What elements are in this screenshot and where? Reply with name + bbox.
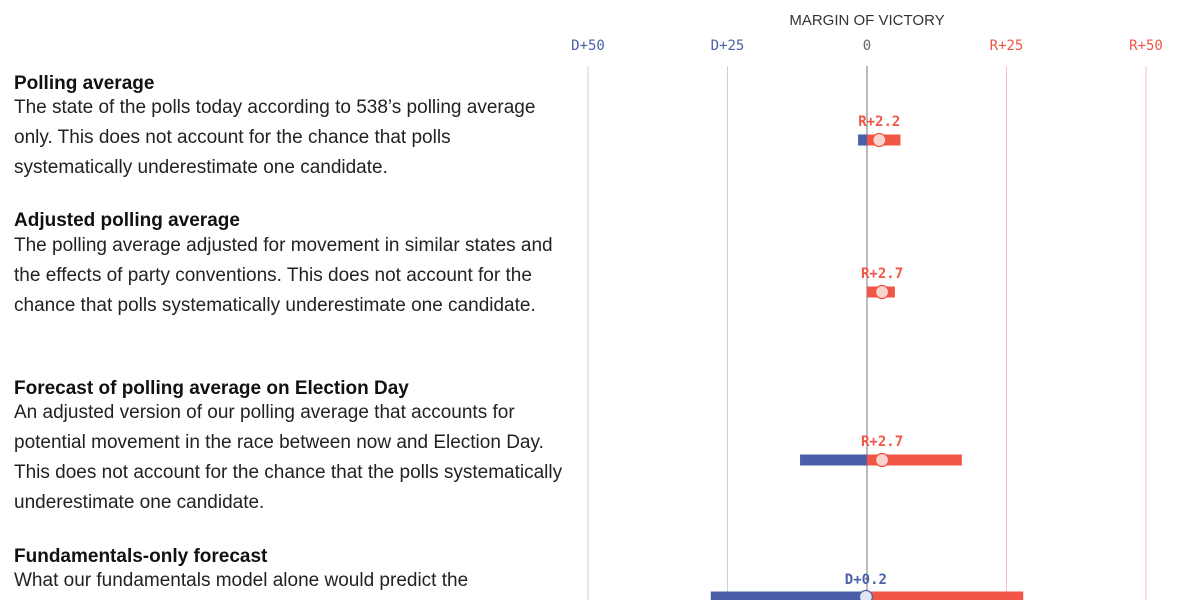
tick-label-d-25: D+25 <box>711 38 745 54</box>
row-desc-adjusted-polling-average: The polling average adjusted for movemen… <box>14 235 553 316</box>
range-bar-dem-4 <box>710 591 867 600</box>
chart-title: MARGIN OF VICTORY <box>789 12 944 29</box>
row-title-polling-average: Polling average <box>14 73 155 94</box>
row-desc-fundamentals-forecast: What our fundamentals model alone would … <box>14 570 469 591</box>
row-title-adjusted-polling-average: Adjusted polling average <box>14 210 240 231</box>
estimate-label-4: D+0.2 <box>845 572 887 588</box>
estimate-label-1: R+2.2 <box>858 114 900 130</box>
row-desc-polling-average: The state of the polls today according t… <box>14 97 536 178</box>
row-title-election-day-forecast: Forecast of polling average on Election … <box>14 378 409 399</box>
estimate-label-2: R+2.7 <box>861 266 903 282</box>
tick-label-r-50: R+50 <box>1129 38 1163 54</box>
range-bar-rep-4 <box>867 591 1024 600</box>
estimate-dot-2 <box>874 284 890 300</box>
row-desc-election-day-forecast: An adjusted version of our polling avera… <box>14 402 563 513</box>
tick-label-0: 0 <box>863 38 871 54</box>
estimate-dot-4 <box>858 589 874 600</box>
range-bar-rep-3 <box>867 454 962 466</box>
range-bar-dem-3 <box>800 454 867 466</box>
tick-label-d-50: D+50 <box>571 38 605 54</box>
row-title-fundamentals-forecast: Fundamentals-only forecast <box>14 546 268 567</box>
estimate-dot-1 <box>872 132 887 148</box>
estimate-dot-3 <box>874 452 890 468</box>
estimate-label-3: R+2.7 <box>861 434 903 450</box>
tick-label-r-25: R+25 <box>990 38 1024 54</box>
range-bar-dem-1 <box>858 134 867 146</box>
